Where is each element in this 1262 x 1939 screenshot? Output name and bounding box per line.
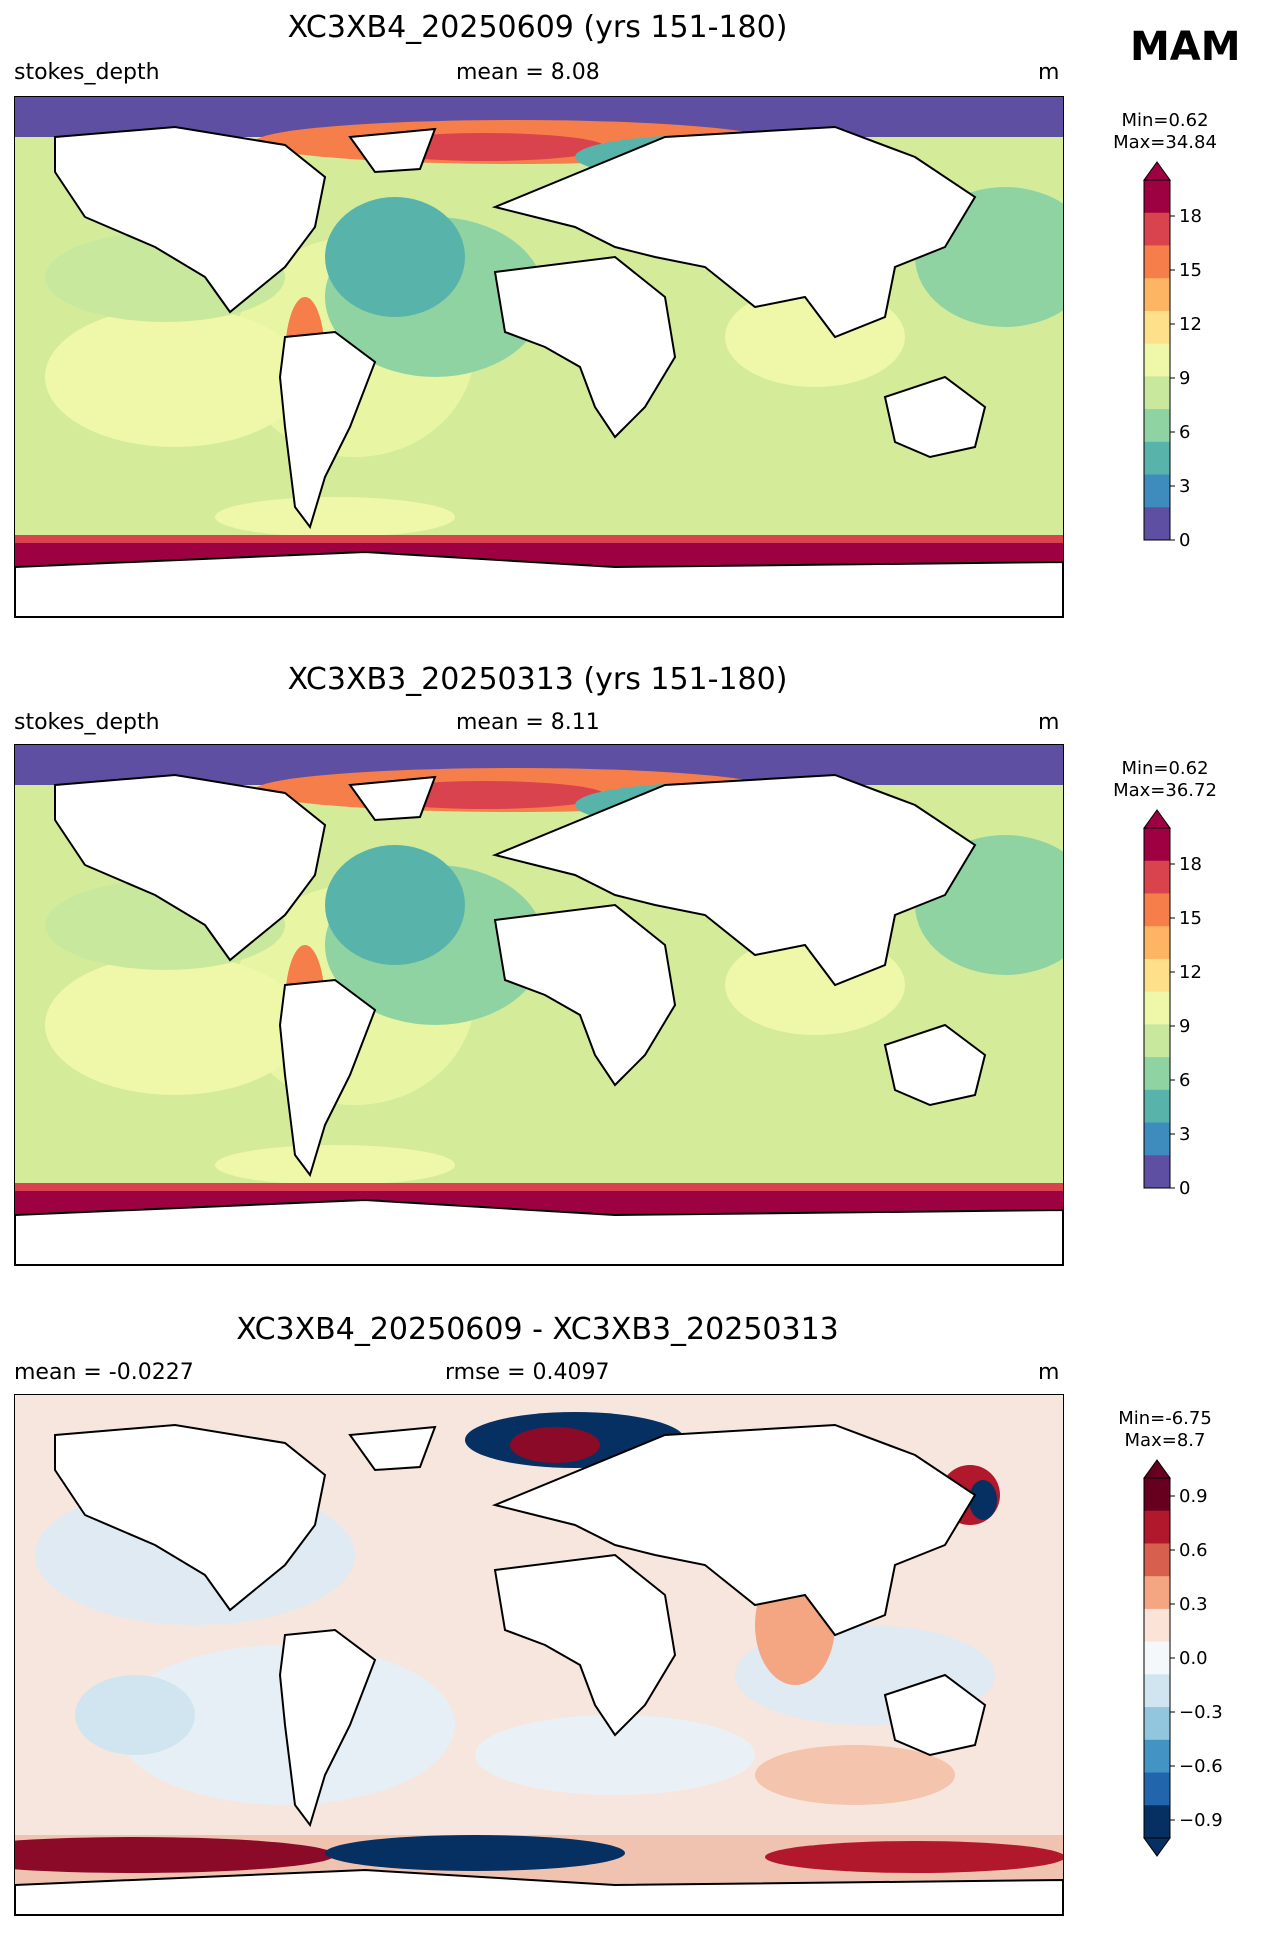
colorbar-segment (1144, 1478, 1170, 1512)
units-label: m (1038, 1360, 1060, 1385)
colorbar-extend-min (1143, 1837, 1171, 1857)
colorbar-segment (1144, 1543, 1170, 1577)
colorbar-segment (1144, 310, 1170, 345)
colorbar: 0.9 0.6 0.3 0.0 −0.3 −0.6 −0.9 (1143, 1459, 1223, 1857)
panel-model-a: XC3XB4_20250609 (yrs 151-180) stokes_dep… (0, 0, 1262, 640)
colorbar-tick-label: −0.6 (1179, 1756, 1223, 1777)
colorbar-segment (1144, 409, 1170, 443)
max-label: Max=34.84 (1113, 132, 1217, 153)
colorbar-segment (1144, 1608, 1170, 1643)
colorbar-tick-label: 0 (1179, 530, 1190, 551)
panel-title: XC3XB4_20250609 - XC3XB3_20250313 (236, 1312, 839, 1347)
max-label: Max=8.7 (1124, 1430, 1206, 1451)
colorbar-segment (1144, 245, 1170, 279)
colorbar-segment (1144, 926, 1170, 960)
colorbar-segment (1144, 1057, 1170, 1091)
panel-difference: XC3XB4_20250609 - XC3XB3_20250313 mean =… (0, 1300, 1262, 1939)
colorbar-tick-label: 15 (1179, 908, 1202, 929)
colorbar-tick-label: 0.9 (1179, 1486, 1208, 1507)
colorbar-tick-label: 9 (1179, 1016, 1190, 1037)
map-plot (14, 1394, 1064, 1916)
colorbar-segment (1144, 1089, 1170, 1124)
units-label: m (1038, 710, 1060, 735)
colorbar-segment (1144, 441, 1170, 476)
colorbar-segment (1144, 1772, 1170, 1806)
colorbar-segment (1144, 1707, 1170, 1741)
colorbar-segment (1144, 343, 1170, 377)
panel-title: XC3XB3_20250313 (yrs 151-180) (287, 662, 788, 697)
colorbar-segment (1144, 1024, 1170, 1058)
colorbar: 0 3 6 9 12 15 18 (1143, 809, 1202, 1199)
colorbar-segment (1144, 1576, 1170, 1610)
colorbar-tick-label: 12 (1179, 962, 1202, 983)
colorbar-extend-max (1143, 809, 1171, 829)
colorbar-segment (1144, 1674, 1170, 1708)
colorbar-tick-label: 0.6 (1179, 1540, 1208, 1561)
colorbar-tick-label: 0.0 (1179, 1648, 1208, 1669)
colorbar-frame (1143, 827, 1171, 1189)
colorbar-segment (1144, 958, 1170, 993)
colorbar-segment (1144, 893, 1170, 927)
colorbar-tick-label: 9 (1179, 368, 1190, 389)
colorbar-segment (1144, 180, 1170, 214)
mean-label: mean = 8.08 (456, 60, 600, 85)
colorbar-segment (1144, 1122, 1170, 1156)
variable-label: stokes_depth (14, 710, 160, 735)
colorbar-tick-label: −0.9 (1179, 1810, 1223, 1831)
colorbar-tick-label: 18 (1179, 206, 1202, 227)
colorbar-tick-label: 0.3 (1179, 1594, 1208, 1615)
colorbar-frame (1143, 179, 1171, 541)
colorbar-tick-label: 18 (1179, 854, 1202, 875)
colorbar-segment (1144, 474, 1170, 508)
colorbar-segment (1144, 507, 1170, 541)
colorbar-tick-label: 6 (1179, 422, 1190, 443)
colorbar-segment (1144, 376, 1170, 410)
colorbar-tick-label: 3 (1179, 1124, 1190, 1145)
min-label: Min=0.62 (1121, 758, 1209, 779)
colorbar-tick-label: 3 (1179, 476, 1190, 497)
panel-model-b: XC3XB3_20250313 (yrs 151-180) stokes_dep… (0, 650, 1262, 1290)
colorbar-tick-label: 15 (1179, 260, 1202, 281)
colorbar-segment (1144, 212, 1170, 246)
colorbar-tick-label: 6 (1179, 1070, 1190, 1091)
colorbar-segment (1144, 1805, 1170, 1839)
season-label: MAM (1130, 24, 1241, 70)
colorbar-segment (1144, 828, 1170, 862)
colorbar-extend-max (1143, 1459, 1171, 1479)
map-plot (14, 96, 1064, 618)
panel-title: XC3XB4_20250609 (yrs 151-180) (287, 10, 788, 45)
mean-label: mean = -0.0227 (14, 1360, 194, 1385)
variable-label: stokes_depth (14, 60, 160, 85)
max-label: Max=36.72 (1113, 780, 1217, 801)
colorbar-tick-label: 12 (1179, 314, 1202, 335)
colorbar-segment (1144, 1510, 1170, 1544)
units-label: m (1038, 60, 1060, 85)
colorbar-segment (1144, 278, 1170, 312)
min-label: Min=-6.75 (1118, 1408, 1212, 1429)
colorbar-segment (1144, 860, 1170, 894)
colorbar-tick-label: −0.3 (1179, 1702, 1223, 1723)
colorbar: 0 3 6 9 12 15 18 (1143, 161, 1202, 551)
rmse-label: rmse = 0.4097 (445, 1360, 610, 1385)
colorbar-segment (1144, 1155, 1170, 1189)
colorbar-segment (1144, 991, 1170, 1025)
map-plot (14, 744, 1064, 1266)
colorbar-extend-max (1143, 161, 1171, 181)
colorbar-segment (1144, 1641, 1170, 1675)
min-label: Min=0.62 (1121, 110, 1209, 131)
colorbar-tick-label: 0 (1179, 1178, 1190, 1199)
mean-label: mean = 8.11 (456, 710, 600, 735)
colorbar-segment (1144, 1739, 1170, 1774)
